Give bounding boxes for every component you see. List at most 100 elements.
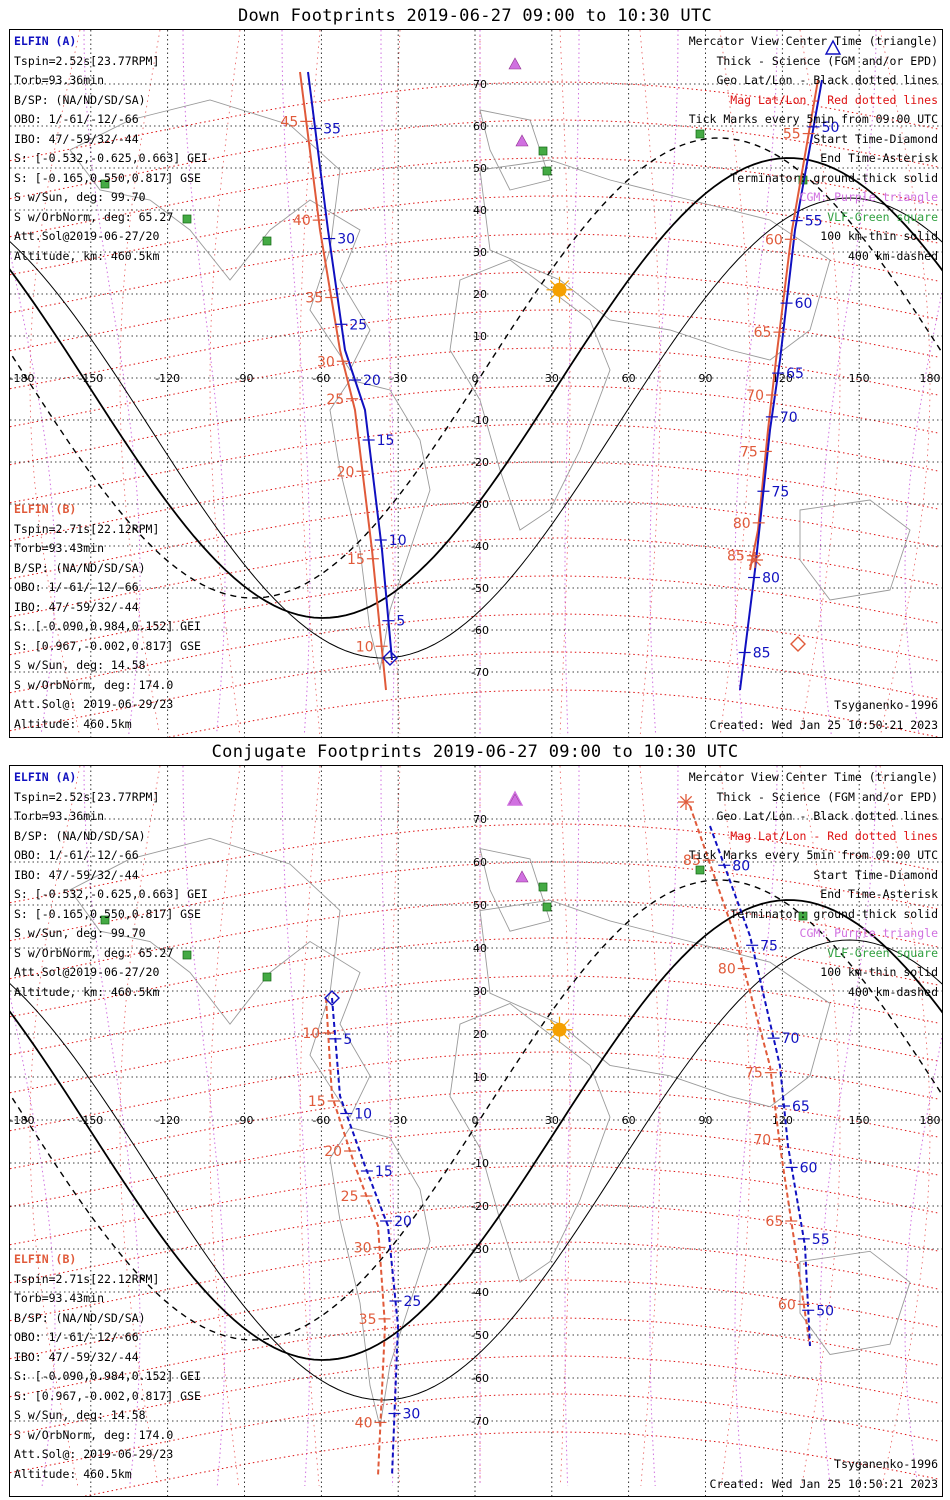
lon-tick-label: 120	[772, 1114, 793, 1127]
legend: Mercator View Center Time (triangle) Thi…	[689, 768, 938, 1002]
cgm-line	[83, 766, 141, 1487]
elfin-a-tick-label: 25	[404, 1294, 422, 1310]
mag-lon-line	[299, 766, 321, 1487]
legend-item: End Time-Asterisk	[820, 151, 938, 165]
mag-lat-line	[10, 975, 939, 1056]
elfin-b-tick-label: 85	[683, 853, 701, 869]
elfin-b-tick-label: 55	[783, 127, 801, 143]
elfin-a-line: IBO: 47/-59/32/-44	[14, 131, 139, 146]
start-diamond-icon	[790, 636, 806, 652]
mag-lat-line	[10, 537, 939, 618]
elfin-a-info: ELFIN (A) Tspin=2.52s[23.77RPM] Torb=93.…	[14, 32, 208, 266]
lon-tick-label: 30	[545, 372, 559, 385]
lon-tick-label: -180	[10, 1114, 34, 1127]
cgm-line	[281, 30, 311, 735]
legend-item: Terminator: ground-thick solid	[730, 170, 938, 185]
lat-tick-label: 30	[473, 985, 487, 998]
continent-outline	[479, 848, 551, 932]
lon-tick-label: -60	[312, 372, 330, 385]
lon-tick-label: -120	[155, 1114, 180, 1127]
down-footprints-panel: Down Footprints 2019-06-27 09:00 to 10:3…	[0, 0, 950, 740]
legend-item: Mag Lat/Lon - Red dotted lines	[730, 828, 938, 843]
lat-tick-label: -30	[471, 1243, 489, 1256]
lat-tick-label: -40	[471, 540, 489, 553]
cgm-triangle-icon	[508, 57, 522, 70]
elfin-b-line: S w/OrbNorm, deg: 174.0	[14, 1427, 174, 1442]
legend-item: 400 km-dashed	[847, 248, 938, 263]
elfin-a-tick-label: 65	[792, 1099, 810, 1115]
elfin-b-tick-label: 20	[337, 464, 355, 480]
lat-tick-label: 60	[473, 120, 487, 133]
mag-lon-line	[389, 766, 401, 1487]
cgm-line	[281, 766, 311, 1487]
legend: Mercator View Center Time (triangle) Thi…	[689, 32, 938, 266]
mag-lat-line	[10, 1355, 939, 1436]
elfin-a-line: S w/OrbNorm, deg: 65.27	[14, 945, 174, 960]
mag-lat-line	[10, 385, 939, 466]
lat-tick-label: 50	[473, 162, 487, 175]
vlf-square-icon	[538, 146, 548, 156]
lon-tick-label: 150	[849, 372, 870, 385]
lat-tick-label: -60	[471, 1372, 489, 1385]
elfin-a-tick-label: 5	[343, 1032, 352, 1048]
cgm-line	[734, 30, 778, 735]
elfin-a-tick-label: 15	[375, 1164, 393, 1180]
lat-tick-label: 20	[473, 288, 487, 301]
footprint-map: -180 -150 -120 -90 -60 -30 0 30 60 90 120 150 180 70 6…	[10, 766, 942, 1496]
cgm-line	[182, 766, 226, 1487]
elfin-b-tick-label: 15	[347, 552, 365, 568]
elfin-b-tick-label: 70	[746, 388, 764, 404]
lon-tick-label: -150	[78, 1114, 103, 1127]
continent-outline	[449, 1002, 611, 1284]
cgm-line	[819, 766, 877, 1487]
elfin-a-tick-label: 75	[771, 484, 789, 500]
elfin-a-line: OBO: 1/-61/-12/-66	[14, 112, 139, 126]
mag-lat-line	[10, 499, 939, 580]
elfin-a-tick-label: 10	[354, 1107, 372, 1123]
legend-item: Thick - Science (FGM and/or EPD)	[716, 789, 938, 804]
elfin-a-tick-label: 60	[795, 296, 813, 312]
mag-lat-line	[10, 861, 939, 942]
elfin-a-tick-label: 80	[732, 858, 750, 874]
elfin-a-line: Altitude, km: 460.5km	[14, 248, 160, 263]
lat-tick-label: 40	[473, 204, 487, 217]
lon-tick-label: 180	[920, 1114, 941, 1127]
elfin-b-line: Att.Sol@: 2019-06-29/23	[14, 1447, 174, 1461]
mag-lon-line	[799, 766, 841, 1487]
legend-item: Tick Marks every 5min from 09:00 UTC	[688, 848, 938, 862]
mag-lon-line	[119, 766, 161, 1487]
mag-lat-line	[10, 575, 939, 656]
mag-lat-line	[10, 461, 939, 542]
elfin-a-tick-label: 55	[812, 1232, 830, 1248]
elfin-a-line: S w/Sun, deg: 99.70	[14, 190, 146, 204]
lon-tick-label: -30	[389, 372, 407, 385]
lon-tick-label: 60	[622, 372, 636, 385]
elfin-a-tick-label: 85	[753, 646, 771, 662]
elfin-a-tick-label: 10	[389, 533, 407, 549]
mag-lat-line	[10, 347, 939, 428]
mag-lon-line	[719, 30, 751, 735]
mag-lat-line	[10, 1165, 939, 1246]
mag-lat-line	[10, 81, 939, 162]
elfin-b-line: Altitude: 460.5km	[14, 1466, 132, 1481]
sun-icon	[552, 282, 567, 297]
mag-lon-line	[879, 766, 931, 1487]
elfin-b-tick-label: 70	[753, 1132, 771, 1148]
elfin-b-line: S: [0.967,-0.002,0.817] GSE	[14, 638, 201, 653]
lat-tick-label: -10	[471, 414, 489, 427]
mag-lon-line	[299, 30, 321, 735]
elfin-a-line: S w/OrbNorm, deg: 65.27	[14, 209, 174, 224]
elfin-b-tick-label: 60	[765, 232, 783, 248]
mag-lat-line	[10, 1051, 939, 1132]
elfin-b-line: S: [0.967,-0.002,0.817] GSE	[14, 1388, 201, 1403]
end-asterisk-icon	[679, 795, 693, 809]
elfin-a-tick-label: 20	[363, 373, 381, 389]
elfin-b-line: S: [-0.090,0.984,0.152] GEI	[14, 619, 201, 633]
mag-lat-line	[10, 233, 939, 314]
elfin-a-line: S w/Sun, deg: 99.70	[14, 926, 146, 940]
elfin-a-track-west	[331, 997, 400, 1477]
vlf-square-icon	[262, 236, 272, 246]
mag-lat-line	[10, 1241, 939, 1322]
lat-tick-label: 70	[473, 813, 487, 826]
elfin-b-line: Altitude: 460.5km	[14, 716, 132, 731]
